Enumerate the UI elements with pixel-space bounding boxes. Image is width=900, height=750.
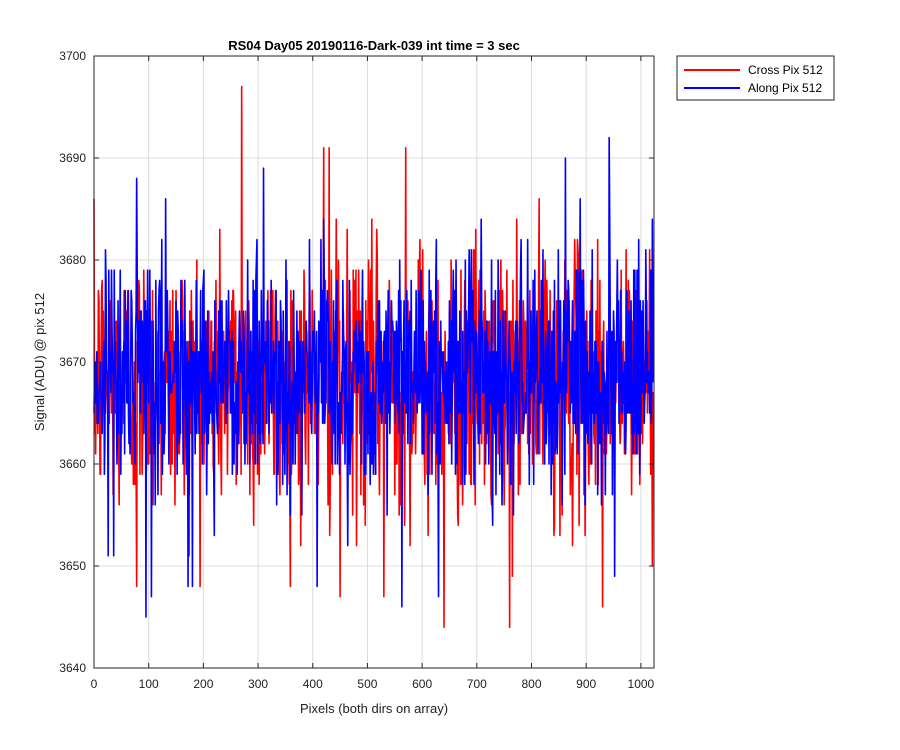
x-tick-label: 400 xyxy=(303,677,323,691)
chart-title: RS04 Day05 20190116-Dark-039 int time = … xyxy=(228,38,520,53)
x-tick-label: 200 xyxy=(193,677,213,691)
x-tick-label: 600 xyxy=(412,677,432,691)
y-tick-label: 3670 xyxy=(59,355,86,369)
legend-box xyxy=(676,55,835,101)
y-tick-label: 3690 xyxy=(59,151,86,165)
series-line-along xyxy=(93,136,655,618)
series-layer xyxy=(93,85,655,628)
legend: Cross Pix 512 Along Pix 512 xyxy=(676,55,835,101)
y-axis-label: Signal (ADU) @ pix 512 xyxy=(32,293,47,431)
y-tick-label: 3650 xyxy=(59,559,86,573)
legend-label-along: Along Pix 512 xyxy=(748,81,822,95)
x-tick-label: 100 xyxy=(139,677,159,691)
x-tick-label: 700 xyxy=(467,677,487,691)
x-tick-label: 900 xyxy=(576,677,596,691)
x-tick-label: 800 xyxy=(521,677,541,691)
ticks: 0 100 200 300 400 500 600 700 800 900 1000 3640 3650… xyxy=(59,49,654,691)
x-axis-label: Pixels (both dirs on array) xyxy=(300,701,448,716)
x-tick-label: 300 xyxy=(248,677,268,691)
x-tick-label: 1000 xyxy=(628,677,655,691)
y-tick-label: 3660 xyxy=(59,457,86,471)
y-tick-label: 3680 xyxy=(59,253,86,267)
y-tick-label: 3700 xyxy=(59,49,86,63)
legend-label-cross: Cross Pix 512 xyxy=(748,63,823,77)
x-tick-label: 500 xyxy=(357,677,377,691)
x-tick-label: 0 xyxy=(91,677,98,691)
y-tick-label: 3640 xyxy=(59,661,86,675)
